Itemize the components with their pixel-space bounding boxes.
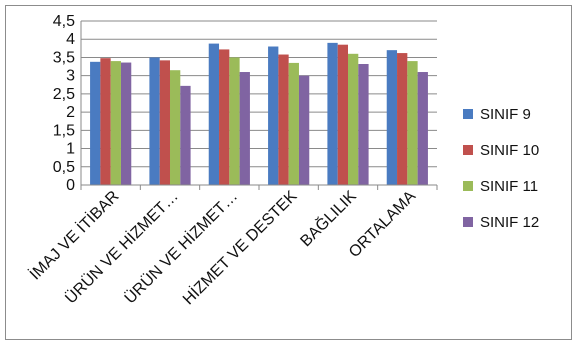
- legend-swatch: [463, 109, 473, 119]
- x-tick-label: BAĞLILIK: [296, 186, 360, 250]
- bar-sinif-11: [170, 70, 181, 185]
- bar-sinif-10: [159, 60, 170, 185]
- bar-sinif-10: [337, 44, 348, 185]
- y-tick-label: 0,5: [53, 159, 75, 176]
- x-tick-label: ÜRÜN VE HİZMET…: [120, 186, 241, 307]
- legend: SINIF 9 SINIF 10 SINIF 11 SINIF 12: [463, 106, 539, 231]
- bar-sinif-9: [327, 42, 338, 185]
- y-tick-label: 4,5: [53, 13, 75, 30]
- axes: [80, 21, 438, 190]
- bar-sinif-11: [110, 61, 121, 185]
- y-tick-label: 1,5: [53, 122, 75, 139]
- bars: [90, 42, 428, 186]
- bar-sinif-10: [100, 58, 111, 185]
- y-tick-label: 3: [66, 68, 75, 85]
- legend-label: SINIF 9: [480, 106, 531, 123]
- bar-sinif-11: [288, 62, 299, 185]
- y-tick-label: 2: [66, 104, 75, 121]
- x-tick-label: ÜRÜN VE HİZMET…: [61, 186, 182, 307]
- bar-sinif-11: [348, 53, 359, 185]
- bar-sinif-12: [239, 72, 250, 185]
- bar-sinif-12: [417, 72, 428, 185]
- bar-sinif-12: [120, 62, 132, 186]
- legend-label: SINIF 10: [480, 142, 539, 159]
- bar-sinif-9: [90, 61, 101, 185]
- bar-sinif-9: [268, 46, 279, 186]
- y-tick-label: 1: [66, 141, 75, 158]
- legend-swatch: [463, 181, 473, 191]
- gridlines: [81, 20, 437, 168]
- bar-sinif-12: [298, 75, 310, 185]
- y-tick-label: 0: [66, 177, 75, 194]
- y-tick-labels: 00,51 1,522,53 3,544,5: [53, 13, 75, 194]
- bar-sinif-12: [180, 85, 191, 185]
- legend-label: SINIF 11: [480, 178, 538, 195]
- x-tick-label: HİZMET VE DESTEK: [179, 186, 301, 308]
- bar-sinif-9: [386, 50, 398, 186]
- bar-sinif-10: [278, 54, 289, 186]
- bar-sinif-11: [407, 61, 418, 185]
- legend-swatch: [463, 145, 473, 155]
- legend-swatch: [463, 217, 473, 227]
- bar-sinif-11: [229, 57, 240, 185]
- bar-sinif-9: [208, 43, 220, 186]
- y-tick-label: 4: [66, 31, 75, 48]
- bar-sinif-9: [149, 57, 160, 185]
- bar-sinif-10: [397, 53, 408, 186]
- y-tick-label: 3,5: [53, 49, 75, 66]
- bar-sinif-12: [358, 64, 369, 185]
- y-tick-label: 2,5: [53, 86, 75, 103]
- bar-sinif-10: [219, 49, 230, 185]
- legend-label: SINIF 12: [480, 214, 539, 231]
